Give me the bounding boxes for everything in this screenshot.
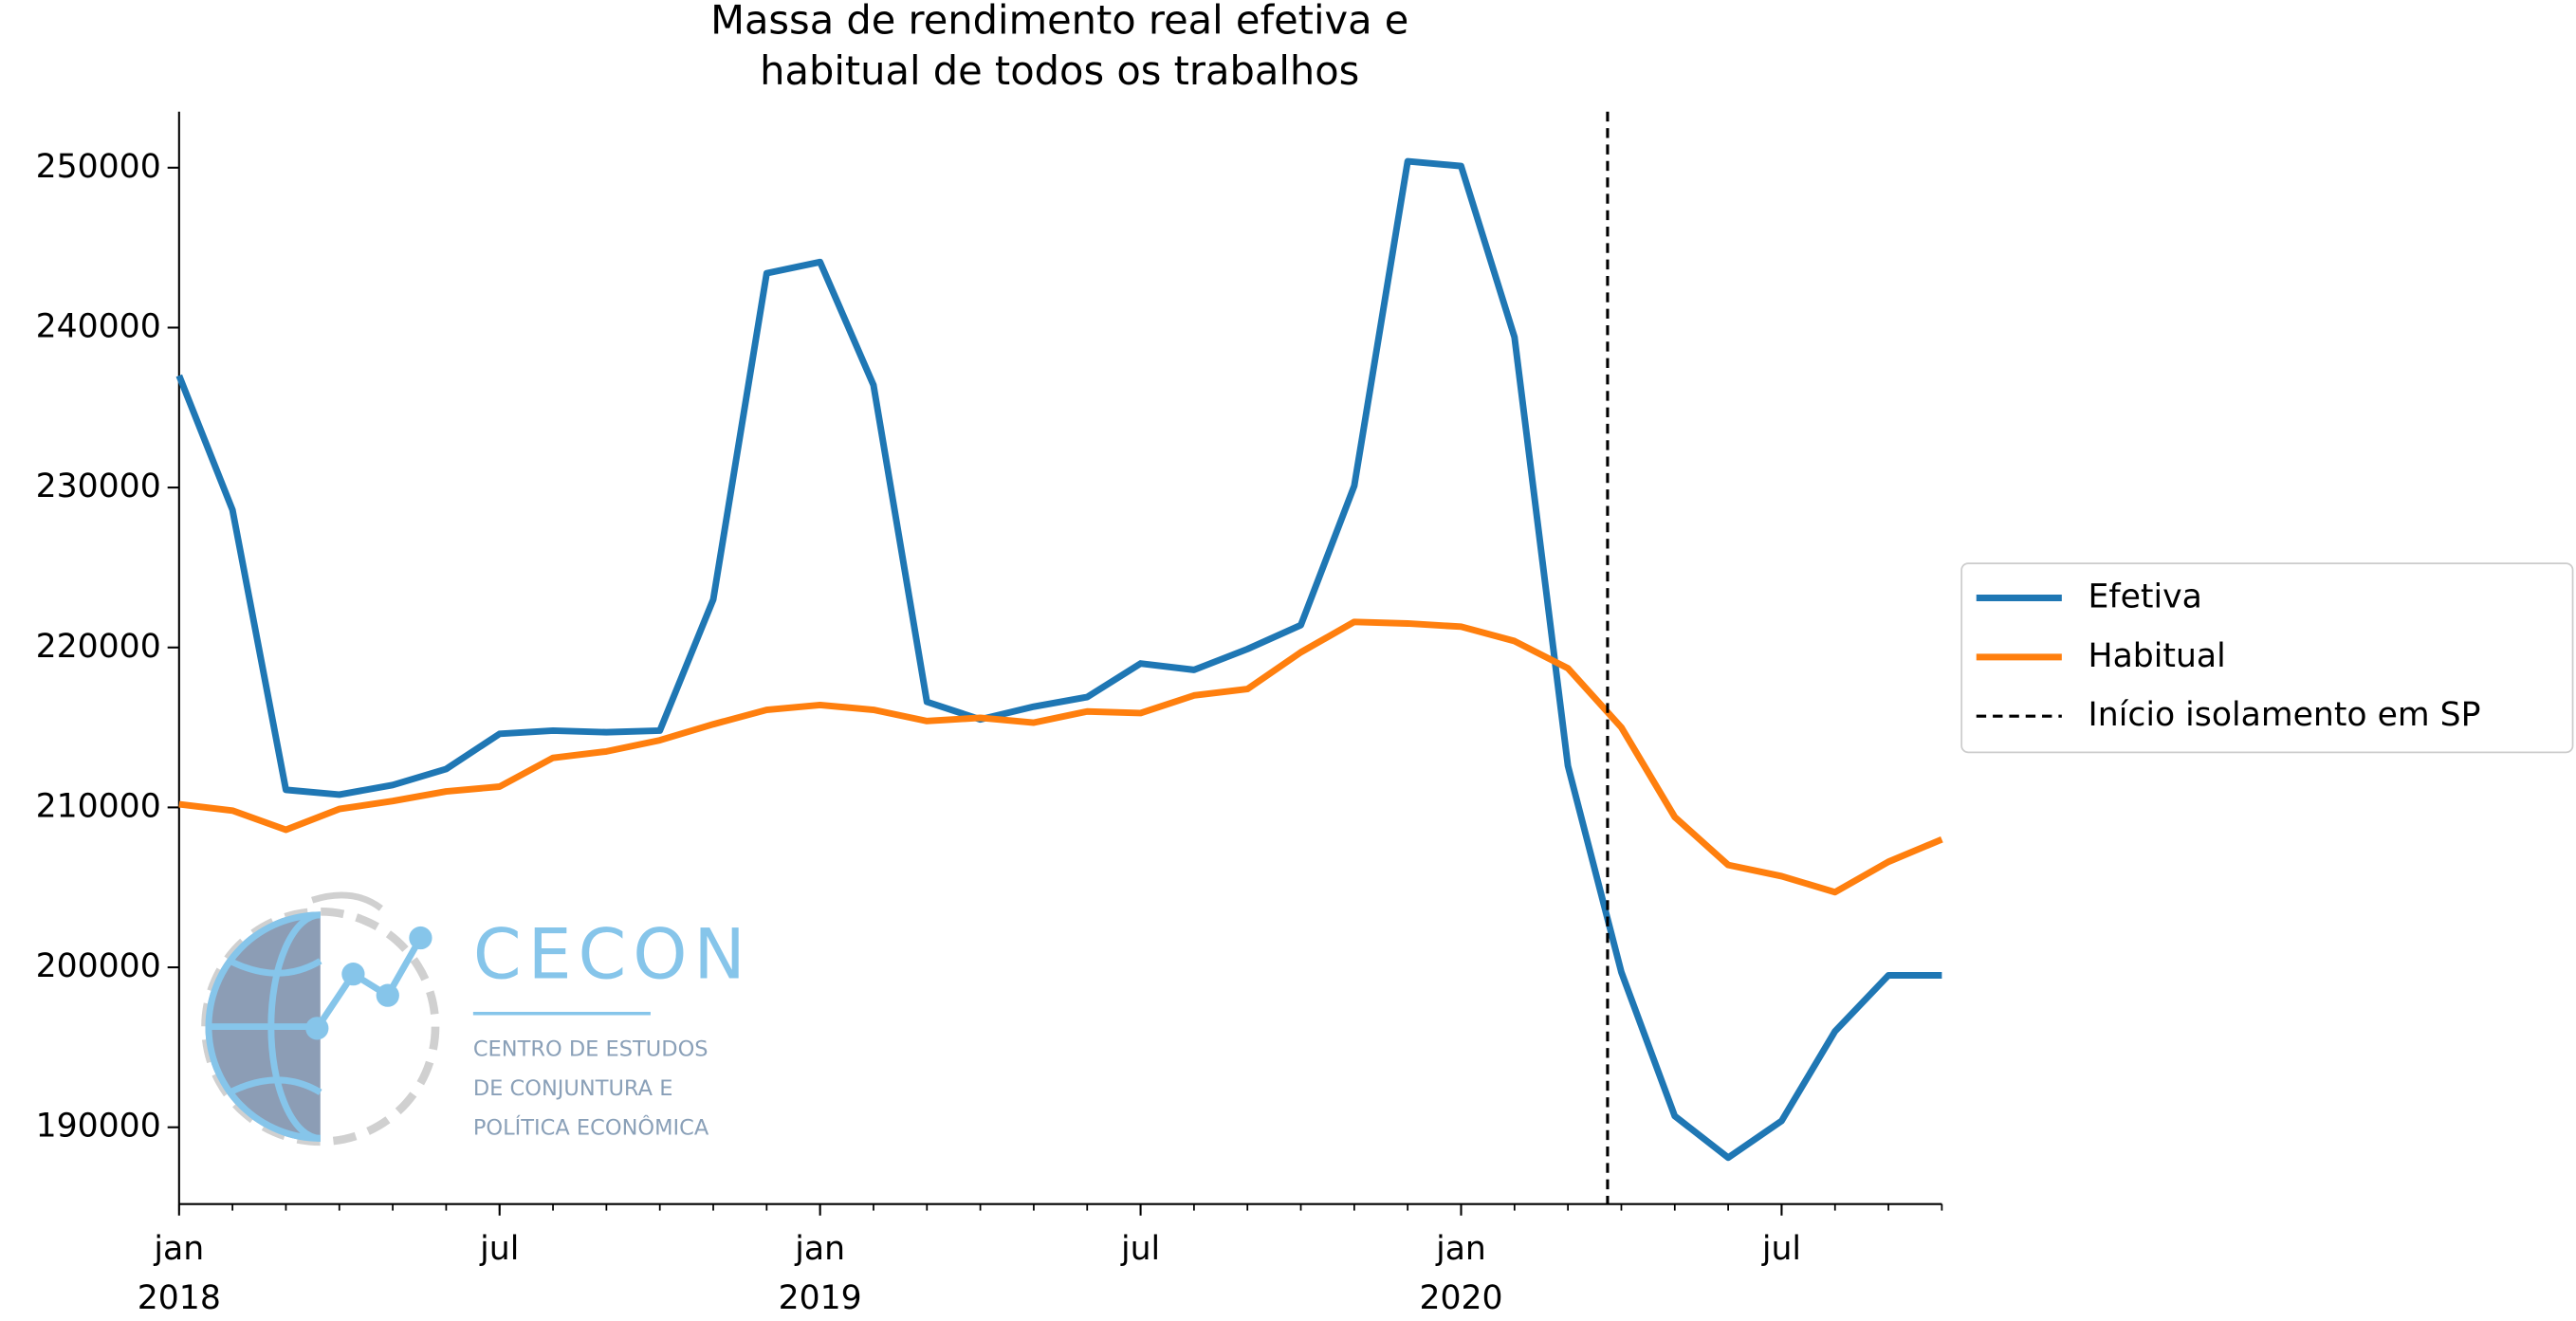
y-tick-label: 210000 bbox=[36, 787, 161, 825]
logo-text: POLÍTICA ECONÔMICA bbox=[473, 1113, 709, 1140]
x-tick-label: jan bbox=[153, 1230, 204, 1268]
x-tick-label: jul bbox=[1761, 1230, 1801, 1268]
x-tick-year: 2020 bbox=[1419, 1279, 1502, 1317]
y-tick-label: 200000 bbox=[36, 947, 161, 985]
logo-dots bbox=[305, 926, 432, 1040]
x-tick-label: jan bbox=[794, 1230, 845, 1268]
x-tick-year: 2018 bbox=[138, 1279, 221, 1317]
legend-label: Habitual bbox=[2088, 637, 2226, 675]
x-tick-label: jan bbox=[1435, 1230, 1486, 1268]
logo-ring bbox=[201, 908, 440, 1147]
y-tick-label: 230000 bbox=[36, 468, 161, 505]
series-line bbox=[178, 618, 1943, 896]
logo-arrow bbox=[311, 891, 383, 911]
legend bbox=[1960, 562, 2574, 754]
chart-title: Massa de rendimento real efetiva e habitu… bbox=[710, 0, 1408, 94]
logo-text: DE CONJUNTURA E bbox=[473, 1076, 673, 1101]
y-tick-label: 250000 bbox=[36, 148, 161, 186]
x-tick-label: jul bbox=[479, 1230, 519, 1268]
series-line bbox=[175, 157, 1942, 1162]
y-tick-label: 220000 bbox=[36, 628, 161, 666]
logo-text: CENTRO DE ESTUDOS bbox=[473, 1037, 708, 1061]
legend-label: Efetiva bbox=[2088, 578, 2202, 616]
legend-label: Início isolamento em SP bbox=[2088, 696, 2481, 734]
logo-name: CECON bbox=[473, 915, 752, 996]
y-tick-label: 190000 bbox=[36, 1108, 161, 1146]
y-tick-label: 240000 bbox=[36, 307, 161, 345]
logo: CECON CENTRO DE ESTUDOS DE CONJUNTURA E … bbox=[201, 891, 752, 1147]
logo-grid bbox=[205, 911, 424, 1142]
x-tick-year: 2019 bbox=[779, 1279, 862, 1317]
x-tick-label: jul bbox=[1120, 1230, 1160, 1268]
